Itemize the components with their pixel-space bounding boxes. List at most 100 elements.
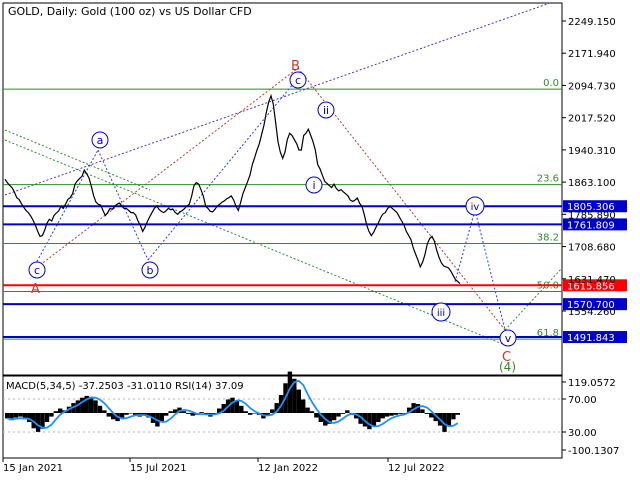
macd-bar bbox=[181, 411, 187, 413]
macd-bar bbox=[305, 407, 310, 413]
fib-label: 23.6 bbox=[537, 174, 559, 185]
wave-ii-label: ii bbox=[323, 104, 329, 117]
wave-i-label: i bbox=[312, 179, 315, 192]
macd-bar bbox=[331, 413, 337, 421]
x-tick-label: 12 Jan 2022 bbox=[258, 463, 318, 474]
y-tick-label: 1554.260 bbox=[568, 307, 616, 318]
macd-panel bbox=[2, 375, 563, 459]
wave-c-top: c bbox=[289, 71, 307, 89]
macd-bar bbox=[221, 404, 226, 413]
horizontal-levels: 1805.306 1761.809 1615.856 1570.700 1491.843 bbox=[3, 200, 627, 344]
wave-i: i bbox=[305, 176, 323, 194]
macd-bar bbox=[376, 413, 381, 422]
macd-bar bbox=[384, 413, 390, 417]
wave-b: b bbox=[141, 261, 159, 279]
macd-bar bbox=[44, 413, 50, 422]
projection-1 bbox=[454, 209, 476, 283]
wave-4-degree: (4) bbox=[499, 360, 516, 374]
fib-label: 0.0 bbox=[543, 78, 559, 89]
level-price-label: 1805.306 bbox=[567, 202, 615, 213]
wave-v: v bbox=[499, 329, 517, 347]
macd-bar bbox=[358, 413, 363, 424]
macd-bar bbox=[239, 405, 244, 413]
level-price-tag bbox=[563, 200, 627, 213]
y-tick-label: 1940.310 bbox=[568, 146, 616, 157]
y-tick-label: 2171.940 bbox=[568, 49, 616, 60]
macd-bar bbox=[292, 378, 297, 413]
y-tick-label: 1631.470 bbox=[568, 275, 616, 286]
macd-bar bbox=[111, 413, 116, 420]
macd-bar bbox=[354, 413, 359, 419]
macd-bar bbox=[336, 413, 341, 417]
macd-bar bbox=[88, 396, 94, 413]
wave-iii: iii bbox=[431, 302, 451, 322]
macd-bar bbox=[84, 395, 89, 413]
price-series-line bbox=[4, 93, 461, 285]
macd-bar bbox=[159, 413, 164, 422]
macd-bar bbox=[49, 413, 54, 417]
macd-bar bbox=[217, 408, 222, 413]
macd-bar bbox=[128, 413, 134, 414]
macd-bar bbox=[234, 400, 240, 413]
macd-bar bbox=[318, 413, 323, 422]
wave-c-link-1 bbox=[34, 149, 99, 266]
wave-B: B bbox=[291, 59, 300, 74]
macd-bar bbox=[411, 403, 416, 413]
macd-bar bbox=[230, 397, 235, 413]
macd-bar bbox=[274, 403, 279, 413]
y-axis: 2249.150 2171.940 2094.730 2017.520 1940.310… bbox=[562, 17, 616, 318]
x-tick-label: 12 Jul 2022 bbox=[388, 463, 445, 474]
wave-a-label: a bbox=[97, 134, 104, 147]
level-price-label: 1615.856 bbox=[567, 281, 615, 292]
macd-bar bbox=[393, 413, 399, 415]
macd-bar bbox=[340, 413, 346, 414]
level-price-tag bbox=[563, 298, 627, 311]
macd-bar bbox=[106, 413, 111, 417]
macd-bar bbox=[442, 413, 447, 432]
macd-bar bbox=[212, 413, 217, 414]
macd-bar bbox=[407, 407, 412, 413]
macd-bar bbox=[93, 400, 98, 413]
y-tick-label: 2017.520 bbox=[568, 114, 616, 125]
macd-signal-line bbox=[7, 379, 459, 429]
macd-bar bbox=[190, 413, 195, 416]
macd-bar bbox=[433, 413, 438, 422]
level-price-tag bbox=[563, 331, 627, 344]
macd-bar bbox=[199, 412, 204, 413]
macd-bar bbox=[164, 413, 169, 416]
macd-bar bbox=[380, 413, 385, 419]
macd-bar bbox=[252, 413, 257, 414]
wave-b-label: b bbox=[147, 264, 154, 277]
macd-bar bbox=[309, 411, 315, 413]
macd-y-tick-label: 30.00 bbox=[568, 428, 597, 439]
trendlines bbox=[4, 2, 563, 346]
level-price-label: 1570.700 bbox=[567, 300, 615, 311]
level-price-tag bbox=[563, 218, 627, 231]
y-tick-label: 2249.150 bbox=[568, 17, 616, 28]
macd-label: MACD(5,34,5) -37.2503 -31.0110 RSI(14) 3… bbox=[6, 381, 244, 392]
macd-y-tick-label: -100.1307 bbox=[568, 446, 619, 457]
y-tick-label: 1708.680 bbox=[568, 243, 616, 254]
macd-bar bbox=[22, 413, 28, 420]
macd-bar bbox=[9, 413, 14, 421]
macd-bar bbox=[40, 413, 45, 429]
macd-bar bbox=[168, 411, 173, 413]
wave-iii-label: iii bbox=[437, 308, 445, 319]
macd-bar bbox=[270, 409, 275, 413]
macd-bar bbox=[35, 413, 41, 432]
x-axis: 15 Jan 2021 15 Jul 2021 12 Jan 2022 12 Jul … bbox=[2, 458, 445, 474]
macd-bar bbox=[186, 413, 191, 414]
y-tick-label: 1785.890 bbox=[568, 210, 616, 221]
macd-bar bbox=[415, 404, 421, 413]
macd-y-tick-label: 70.00 bbox=[568, 395, 597, 406]
macd-bar bbox=[102, 410, 107, 413]
macd-bar bbox=[446, 413, 452, 427]
macd-bar bbox=[133, 413, 138, 416]
macd-bar bbox=[345, 410, 350, 413]
macd-bar bbox=[424, 413, 430, 414]
macd-bar bbox=[367, 413, 372, 430]
wave-labels: c b a c ii i iii iv bbox=[28, 59, 517, 374]
macd-bar bbox=[13, 413, 19, 418]
macd-bar bbox=[18, 413, 23, 417]
